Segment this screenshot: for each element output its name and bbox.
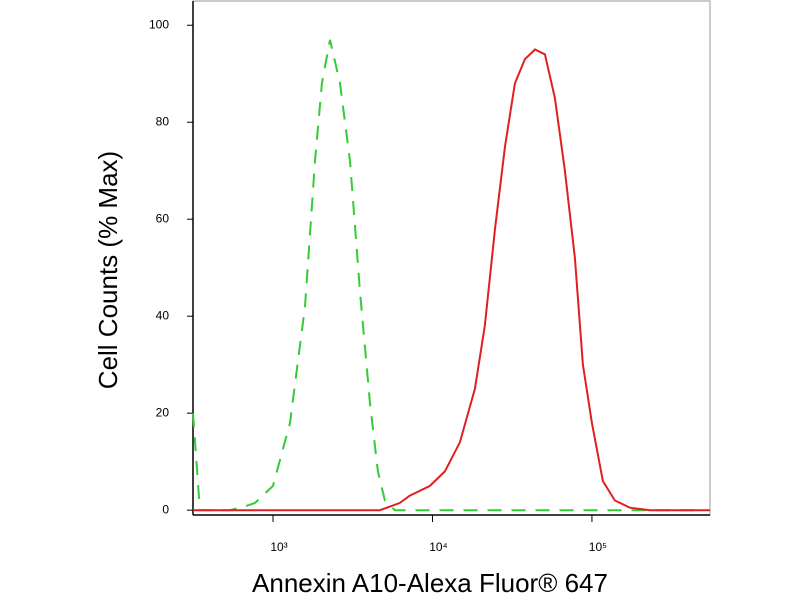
x-axis-title: Annexin A10-Alexa Fluor® 647 [252, 568, 608, 598]
series-line [192, 39, 700, 512]
x-tick-label: 10³ [270, 540, 287, 554]
plot-frame [192, 0, 711, 516]
y-tick-label: 80 [156, 114, 170, 128]
y-tick-label: 0 [162, 502, 169, 516]
y-tick-label: 60 [156, 211, 170, 225]
x-tick-label: 10⁴ [429, 540, 448, 554]
y-tick-label: 40 [156, 308, 170, 322]
y-axis-title: Cell Counts (% Max) [93, 151, 123, 389]
x-tick-label: 10⁵ [589, 540, 607, 554]
y-tick-label: 20 [156, 405, 170, 419]
series-line [193, 48, 710, 512]
y-tick-label: 100 [149, 17, 169, 31]
